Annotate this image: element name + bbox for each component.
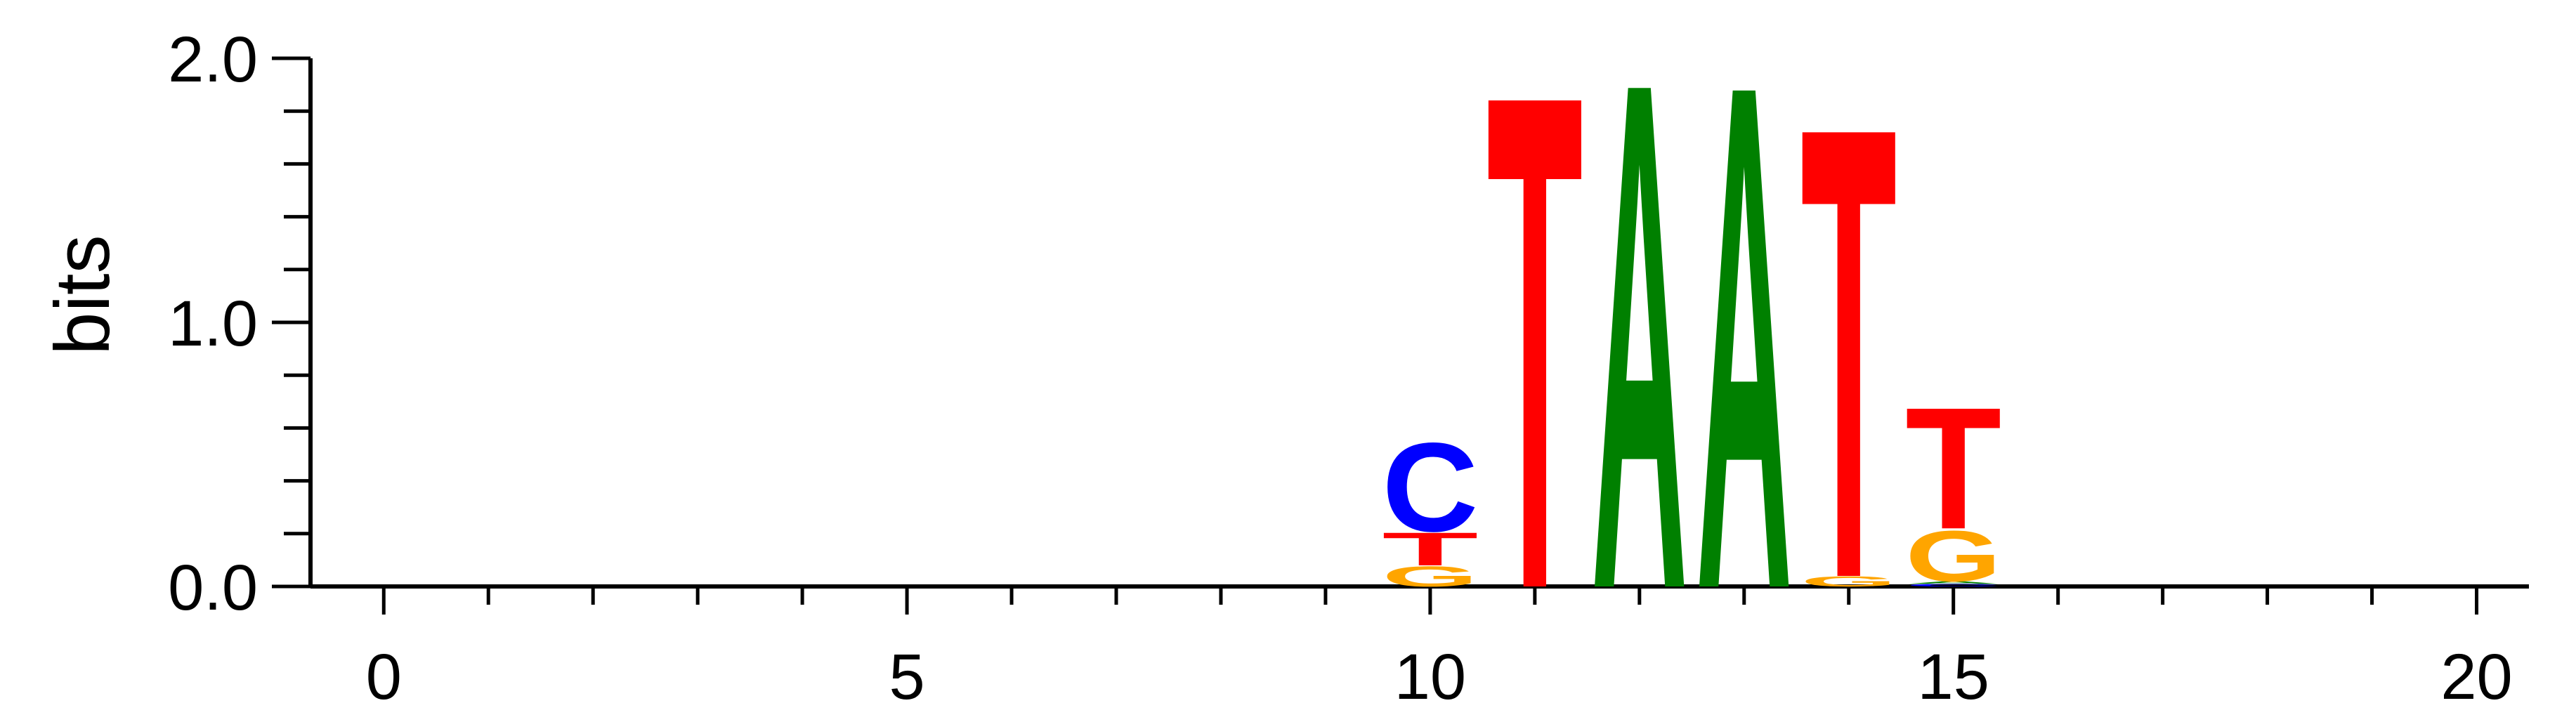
x-tick-label: 20 — [2440, 641, 2512, 713]
logo-letter-glyph: C — [1382, 416, 1478, 558]
logo-letter-c: C — [1382, 416, 1478, 558]
x-axis: 0 5 10 15 20 — [310, 586, 2529, 713]
logo-letter-t: T — [1800, 0, 1897, 713]
logo-letter-t: T — [1905, 372, 2001, 566]
logo-letter-glyph: T — [1800, 0, 1897, 713]
x-tick-label: 15 — [1918, 641, 1989, 713]
x-tick-label: 10 — [1394, 641, 1466, 713]
y-tick-label: 1.0 — [168, 288, 258, 360]
y-axis: 0.0 1.0 2.0 — [168, 24, 310, 624]
y-axis-title: bits — [39, 235, 126, 355]
logo-letter-glyph: T — [1905, 372, 2001, 566]
logo-letter-glyph: A — [1696, 0, 1792, 722]
y-tick-label: 0.0 — [168, 552, 258, 624]
logo-letter-glyph: A — [1591, 0, 1687, 722]
x-tick-label: 0 — [366, 641, 402, 713]
logo-letter-a: A — [1591, 0, 1687, 722]
logo-letter-a: A — [1696, 0, 1792, 722]
logo-letter-t: T — [1486, 0, 1583, 722]
x-tick-label: 5 — [889, 641, 924, 713]
y-tick-label: 2.0 — [168, 24, 258, 96]
logo-letter-glyph: T — [1486, 0, 1583, 722]
